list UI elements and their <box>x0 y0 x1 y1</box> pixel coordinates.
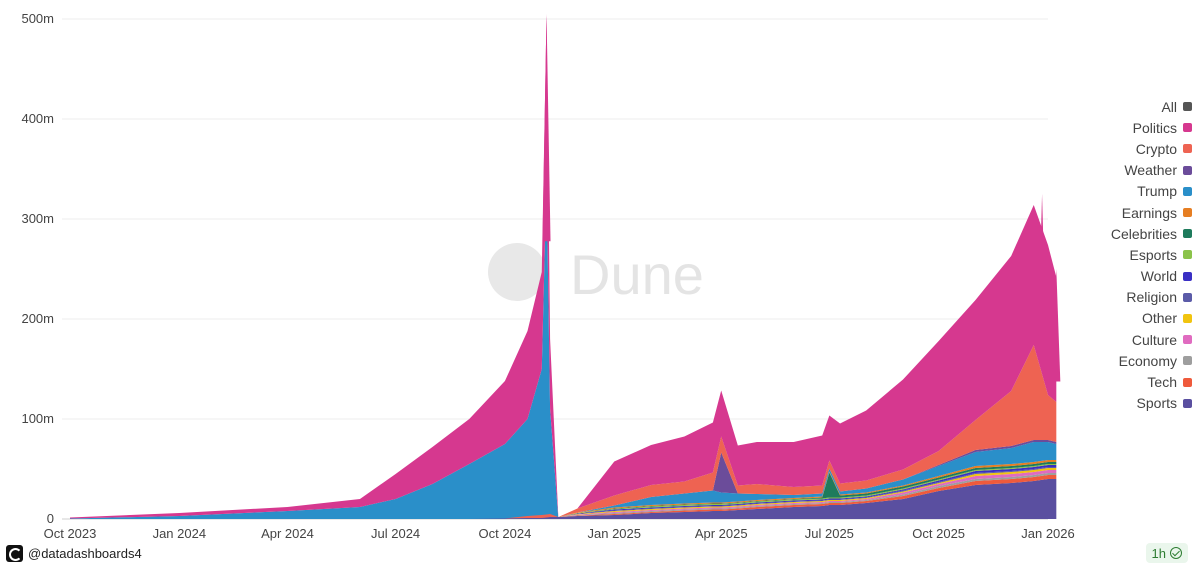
legend-swatch <box>1183 398 1192 408</box>
dune-watermark: Dune <box>488 243 704 306</box>
legend-swatch <box>1183 356 1192 366</box>
legend-label: Tech <box>1147 374 1177 391</box>
legend-label: Culture <box>1131 331 1177 348</box>
x-tick-label: Apr 2025 <box>695 526 748 541</box>
legend-label: Esports <box>1129 246 1177 263</box>
x-tick-label: Jan 2026 <box>1021 526 1075 541</box>
user-handle: @datadashboards4 <box>28 546 142 561</box>
legend-label: Religion <box>1126 289 1177 306</box>
legend-label: Celebrities <box>1110 225 1177 242</box>
legend-swatch <box>1183 208 1192 218</box>
legend-swatch <box>1183 165 1192 175</box>
y-tick-label: 0 <box>47 511 54 526</box>
legend-item-weather[interactable]: Weather <box>1042 160 1192 181</box>
x-tick-label: Oct 2023 <box>44 526 97 541</box>
legend-item-other[interactable]: Other <box>1042 308 1192 329</box>
legend-item-all[interactable]: All <box>1042 96 1192 117</box>
x-tick-label: Apr 2024 <box>261 526 314 541</box>
legend-swatch <box>1183 144 1192 154</box>
area-layers <box>70 14 1061 519</box>
legend-item-religion[interactable]: Religion <box>1042 287 1192 308</box>
legend-item-sports[interactable]: Sports <box>1042 393 1192 414</box>
legend-label: Trump <box>1137 183 1177 200</box>
legend-swatch <box>1183 271 1192 281</box>
legend-label: Crypto <box>1135 140 1177 157</box>
legend-label: Sports <box>1136 395 1177 412</box>
x-tick-label: Oct 2024 <box>479 526 532 541</box>
legend-swatch <box>1183 123 1192 133</box>
legend-swatch <box>1183 186 1192 196</box>
y-tick-label: 500m <box>21 11 54 26</box>
x-tick-label: Jan 2024 <box>153 526 207 541</box>
legend-swatch <box>1183 229 1192 239</box>
legend-item-crypto[interactable]: Crypto <box>1042 138 1192 159</box>
legend-item-celebrities[interactable]: Celebrities <box>1042 223 1192 244</box>
x-tick-label: Oct 2025 <box>912 526 965 541</box>
y-tick-label: 100m <box>21 411 54 426</box>
legend-swatch <box>1183 377 1192 387</box>
legend-item-earnings[interactable]: Earnings <box>1042 202 1192 223</box>
legend-swatch <box>1183 250 1192 260</box>
legend-label: Earnings <box>1121 204 1177 221</box>
legend-item-trump[interactable]: Trump <box>1042 181 1192 202</box>
x-tick-label: Jul 2025 <box>805 526 854 541</box>
legend-item-tech[interactable]: Tech <box>1042 371 1192 392</box>
legend-item-culture[interactable]: Culture <box>1042 329 1192 350</box>
y-tick-label: 400m <box>21 111 54 126</box>
area-peak <box>1052 269 1061 382</box>
legend-label: World <box>1140 268 1177 285</box>
legend-swatch <box>1183 292 1192 302</box>
legend-label: Politics <box>1132 119 1177 136</box>
check-circle-icon <box>1170 547 1182 559</box>
legend-item-esports[interactable]: Esports <box>1042 244 1192 265</box>
refresh-status-badge[interactable]: 1h <box>1145 543 1188 563</box>
x-axis: Oct 2023 Jan 2024 Apr 2024 Jul 2024 Oct 2024… <box>44 526 1075 541</box>
legend-swatch <box>1183 102 1192 112</box>
area-politics <box>70 205 1057 519</box>
footer-user: @datadashboards4 <box>6 545 142 562</box>
legend-item-politics[interactable]: Politics <box>1042 117 1192 138</box>
area-sports <box>70 479 1057 519</box>
area-early-trump <box>70 179 559 519</box>
area-peak <box>1038 194 1047 341</box>
legend-swatch <box>1183 313 1192 323</box>
legend-label: Other <box>1141 310 1177 327</box>
dune-logo-mark <box>488 243 546 301</box>
user-avatar-icon <box>6 545 23 562</box>
area-early-politics <box>70 16 559 519</box>
x-tick-label: Jul 2024 <box>371 526 420 541</box>
chart-legend: All Politics Crypto Weather Trump Earnings Cel… <box>1042 96 1192 414</box>
legend-swatch <box>1183 335 1192 345</box>
y-tick-label: 200m <box>21 311 54 326</box>
legend-label: All <box>1161 98 1177 115</box>
x-tick-label: Jan 2025 <box>588 526 642 541</box>
area-peak <box>542 14 551 242</box>
legend-label: Weather <box>1124 162 1177 179</box>
y-axis: 0 100m 200m 300m 400m 500m <box>21 11 54 526</box>
y-tick-label: 300m <box>21 211 54 226</box>
refresh-interval-label: 1h <box>1151 545 1166 561</box>
watermark-text: Dune <box>570 243 704 306</box>
legend-item-world[interactable]: World <box>1042 266 1192 287</box>
legend-item-economy[interactable]: Economy <box>1042 350 1192 371</box>
legend-label: Economy <box>1118 352 1177 369</box>
